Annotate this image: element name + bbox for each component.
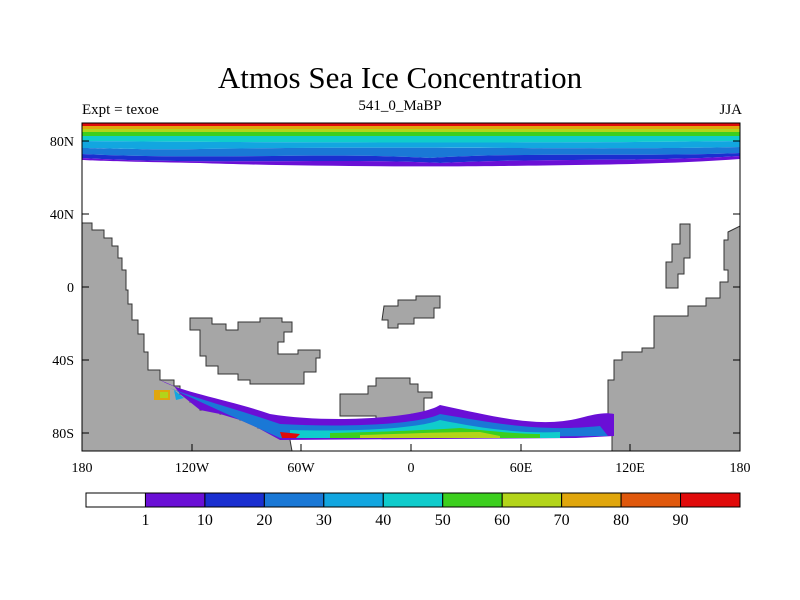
colorbar-swatch bbox=[85, 492, 146, 508]
colorbar-swatch bbox=[561, 492, 622, 508]
eastern-peninsula bbox=[665, 223, 691, 289]
colorbar-swatch bbox=[680, 492, 741, 508]
central-continent-west bbox=[189, 317, 321, 385]
lon-label: 0 bbox=[408, 461, 415, 476]
lon-label: 60E bbox=[510, 461, 533, 476]
colorbar-swatch bbox=[442, 492, 503, 508]
colorbar-swatch bbox=[323, 492, 384, 508]
colorbar-swatch bbox=[501, 492, 563, 508]
arctic-sea-ice bbox=[82, 123, 740, 167]
lat-label: 80N bbox=[50, 135, 74, 150]
season-label: JJA bbox=[719, 102, 742, 118]
plot-title: Atmos Sea Ice Concentration bbox=[217, 60, 583, 95]
colorbar-label: 80 bbox=[613, 512, 629, 529]
axis-ticks bbox=[81, 140, 741, 451]
central-continent-east bbox=[381, 295, 441, 329]
time-label: 541_0_MaBP bbox=[358, 98, 442, 114]
colorbar-label: 40 bbox=[375, 512, 391, 529]
colorbar-label: 20 bbox=[256, 512, 272, 529]
colorbar-label: 50 bbox=[435, 512, 451, 529]
lon-label: 60W bbox=[287, 461, 315, 476]
colorbar-swatch bbox=[263, 492, 325, 508]
lon-label: 120W bbox=[175, 461, 210, 476]
longitude-labels: 180 120W 60W 0 60E 120E 180 bbox=[72, 461, 751, 476]
colorbar-label: 60 bbox=[494, 512, 510, 529]
lon-label: 120E bbox=[615, 461, 645, 476]
experiment-label: Expt = texoe bbox=[82, 102, 159, 118]
colorbar-label: 90 bbox=[673, 512, 689, 529]
lon-label: 180 bbox=[730, 461, 751, 476]
lat-label: 80S bbox=[52, 427, 74, 442]
southern-sea-ice bbox=[154, 380, 614, 440]
lat-label: 40S bbox=[52, 354, 74, 369]
colorbar-swatch bbox=[620, 492, 682, 508]
colorbar-label: 70 bbox=[554, 512, 570, 529]
colorbar: 1 10 20 30 40 50 60 70 80 90 bbox=[85, 492, 741, 529]
colorbar-swatch bbox=[204, 492, 265, 508]
lat-label: 0 bbox=[67, 281, 74, 296]
colorbar-label: 10 bbox=[197, 512, 213, 529]
latitude-labels: 80N 40N 0 40S 80S bbox=[50, 135, 74, 442]
colorbar-swatch bbox=[144, 492, 206, 508]
colorbar-swatch bbox=[382, 492, 444, 508]
lon-label: 180 bbox=[72, 461, 93, 476]
colorbar-label: 1 bbox=[141, 512, 149, 529]
lat-label: 40N bbox=[50, 208, 74, 223]
colorbar-label: 30 bbox=[316, 512, 332, 529]
